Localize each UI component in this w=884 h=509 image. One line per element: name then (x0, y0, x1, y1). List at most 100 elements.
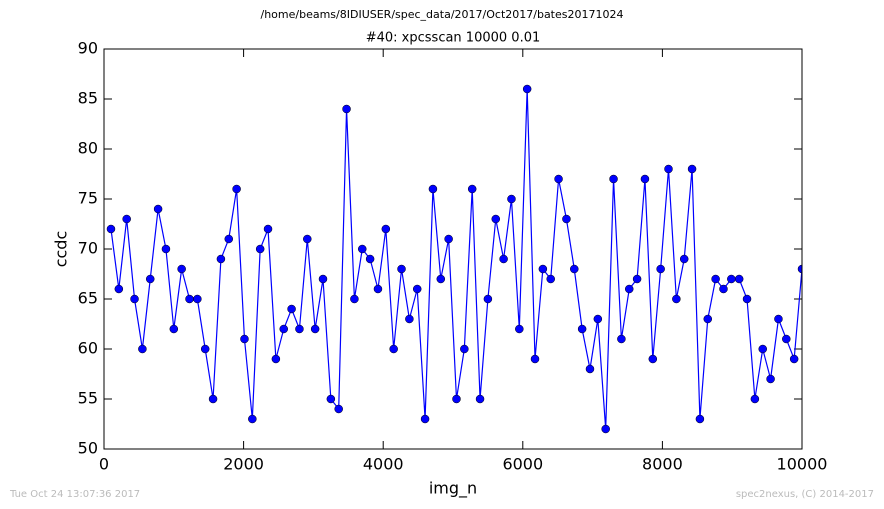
y-tick-label: 50 (78, 439, 98, 458)
data-point (405, 314, 414, 324)
x-tick-label: 2000 (223, 455, 264, 474)
x-axis-label: img_n (429, 479, 477, 499)
x-tick-label: 8000 (642, 455, 683, 474)
data-point (279, 324, 288, 334)
data-point (727, 274, 736, 284)
data-point (436, 274, 446, 284)
data-point (570, 264, 579, 274)
data-point (499, 254, 508, 264)
data-point (664, 164, 673, 174)
data-point (546, 274, 555, 284)
data-point (240, 334, 249, 344)
data-point (365, 254, 375, 264)
data-point (428, 184, 438, 194)
series-line (110, 88, 802, 430)
data-point (672, 294, 681, 304)
data-point (130, 294, 139, 304)
data-point (420, 414, 430, 424)
data-point (145, 274, 155, 284)
data-point (342, 104, 351, 114)
y-tick-label: 65 (78, 289, 98, 308)
data-point (475, 394, 485, 404)
y-tick-label: 70 (78, 239, 98, 258)
data-point (656, 264, 665, 274)
chart-title: #40: xpcsscan 10000 0.01 (366, 31, 541, 46)
data-point (585, 364, 595, 374)
x-tick-label: 10000 (777, 455, 828, 474)
data-point (389, 344, 398, 354)
data-point (326, 394, 336, 404)
data-point (601, 424, 610, 434)
x-tick-label: 4000 (363, 455, 404, 474)
x-tick-label: 0 (99, 455, 109, 474)
y-axis-label: ccdc (52, 231, 71, 268)
y-tick-label: 85 (78, 89, 98, 108)
data-point (617, 334, 626, 344)
data-point (122, 214, 131, 224)
data-point (216, 254, 226, 264)
data-point (224, 234, 234, 244)
data-point (232, 184, 241, 194)
data-point (766, 374, 775, 384)
data-point (255, 244, 265, 254)
data-point (522, 84, 532, 94)
data-point (193, 294, 202, 304)
data-point (200, 344, 210, 354)
data-point (208, 394, 218, 404)
data-point (153, 204, 163, 214)
data-point (358, 244, 367, 254)
data-point (397, 264, 406, 274)
data-point (774, 314, 783, 324)
y-tick-label: 60 (78, 339, 98, 358)
plot-frame (103, 48, 803, 450)
data-point (593, 314, 603, 324)
data-point (177, 264, 186, 274)
data-point (530, 354, 540, 364)
data-point (114, 284, 124, 294)
data-point (467, 184, 477, 194)
data-point (538, 264, 548, 274)
footer-credit: spec2nexus, (C) 2014-2017 (736, 489, 874, 500)
y-tick-label: 75 (78, 189, 98, 208)
data-point (381, 224, 391, 234)
data-point (334, 404, 343, 414)
data-point (452, 394, 461, 404)
data-point (483, 294, 493, 304)
data-point (554, 174, 563, 184)
data-point (695, 414, 705, 424)
data-point (303, 234, 312, 244)
data-point (562, 214, 571, 224)
data-point (789, 354, 799, 364)
y-tick-label: 90 (78, 39, 98, 58)
data-point (711, 274, 720, 284)
data-point (248, 414, 257, 424)
data-point (350, 294, 359, 304)
data-point (287, 304, 296, 314)
data-point (491, 214, 501, 224)
data-point (138, 344, 147, 354)
data-point (624, 284, 634, 294)
data-point (703, 314, 713, 324)
data-point (271, 354, 281, 364)
data-point (373, 284, 383, 294)
data-point (169, 324, 179, 334)
data-point (719, 284, 728, 294)
data-point (687, 164, 697, 174)
data-point (797, 264, 802, 274)
data-point (742, 294, 752, 304)
data-point (318, 274, 328, 284)
data-point (460, 344, 469, 354)
data-point (106, 224, 116, 234)
y-tick-label: 80 (78, 139, 98, 158)
data-point (185, 294, 194, 304)
data-point (679, 254, 689, 264)
x-tick-label: 6000 (502, 455, 543, 474)
data-point (750, 394, 760, 404)
y-tick-label: 55 (78, 389, 98, 408)
data-point (734, 274, 744, 284)
data-point (648, 354, 658, 364)
data-point (609, 174, 618, 184)
data-point (515, 324, 524, 334)
data-point (412, 284, 422, 294)
